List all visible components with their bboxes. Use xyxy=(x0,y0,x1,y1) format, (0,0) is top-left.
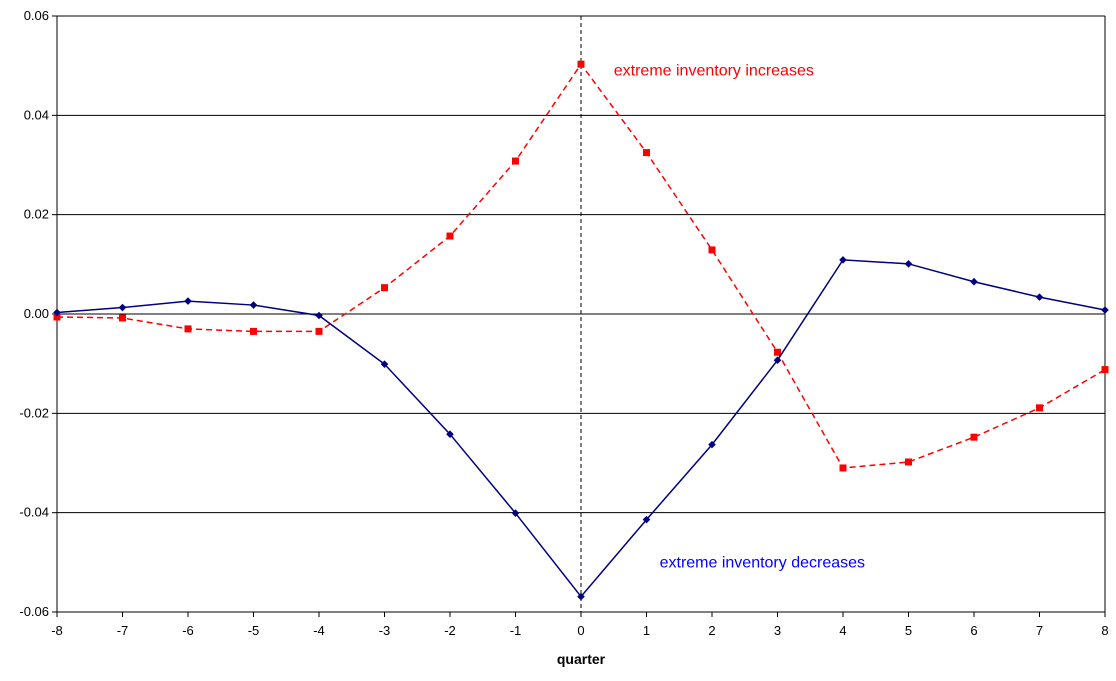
annotation-decreases: extreme inventory decreases xyxy=(660,554,865,571)
series-increases-point xyxy=(905,458,912,466)
series-increases-point xyxy=(774,348,781,356)
x-tick-label: -2 xyxy=(444,623,456,638)
x-tick-label: 6 xyxy=(970,623,977,638)
series-decreases-point xyxy=(511,509,520,517)
x-tick-label: -7 xyxy=(117,623,129,638)
x-tick-label: -6 xyxy=(182,623,194,638)
y-tick-label: -0.06 xyxy=(19,604,49,619)
x-tick-label: 2 xyxy=(708,623,715,638)
axes xyxy=(52,15,1106,617)
x-axis-title: quarter xyxy=(557,651,606,667)
series-increases-point xyxy=(53,313,61,321)
series-increases-point xyxy=(643,149,650,157)
x-tick-label: 8 xyxy=(1101,623,1108,638)
y-tick-label: 0.04 xyxy=(24,107,49,122)
annotation-increases: extreme inventory increases xyxy=(614,63,814,80)
series-increases-point xyxy=(1101,366,1109,374)
series-increases-point xyxy=(184,325,192,333)
y-tick-label: 0.00 xyxy=(24,306,49,321)
series-group xyxy=(53,60,1109,601)
y-tick-label: -0.04 xyxy=(19,505,49,520)
series-decreases-point xyxy=(1035,293,1044,301)
x-tick-label: 7 xyxy=(1036,623,1043,638)
y-tick-label: -0.02 xyxy=(19,405,49,420)
series-increases-point xyxy=(839,464,847,472)
series-decreases-point xyxy=(446,430,454,438)
y-tick-label: 0.02 xyxy=(24,207,49,222)
series-increases-point xyxy=(250,327,257,335)
series-decreases-point xyxy=(577,592,585,601)
series-decreases-point xyxy=(904,260,913,268)
series-increases-point xyxy=(381,284,388,292)
x-tick-label: -5 xyxy=(248,623,260,638)
series-increases-point xyxy=(446,232,454,240)
x-tick-label: 0 xyxy=(577,623,584,638)
series-decreases-point xyxy=(708,440,716,449)
tick-labels: -0.06 -0.04 -0.02 0.00 0.02 0.04 0.06 -8 -7 -6 -5 -… xyxy=(19,8,1108,638)
series-increases-point xyxy=(708,246,716,254)
series-decreases-point xyxy=(315,311,323,320)
x-tick-label: -4 xyxy=(313,623,325,638)
x-tick-label: 3 xyxy=(774,623,781,638)
series-increases-point xyxy=(577,60,585,68)
x-tick-label: -8 xyxy=(51,623,63,638)
x-tick-label: 1 xyxy=(643,623,650,638)
series-decreases-point xyxy=(184,297,192,305)
series-decreases-point xyxy=(249,301,258,309)
series-increases-point xyxy=(970,433,978,441)
series-decreases-point xyxy=(839,256,847,264)
series-decreases-point xyxy=(970,277,978,286)
series-increases-point xyxy=(119,314,126,322)
x-tick-label: 5 xyxy=(905,623,912,638)
series-increases-point xyxy=(512,157,519,165)
series-decreases-point xyxy=(380,360,389,368)
series-decreases-point xyxy=(1101,306,1109,314)
series-decreases-point xyxy=(118,303,127,312)
annotations: extreme inventory increases extreme inven… xyxy=(614,63,865,572)
x-tick-label: 4 xyxy=(839,623,846,638)
series-decreases-point xyxy=(642,515,651,524)
x-tick-label: -1 xyxy=(510,623,522,638)
y-tick-label: 0.06 xyxy=(24,8,49,23)
x-tick-label: -3 xyxy=(379,623,391,638)
series-decreases-point xyxy=(53,308,61,317)
series-increases-point xyxy=(315,327,323,335)
series-decreases-point xyxy=(773,356,782,364)
series-increases-point xyxy=(1036,404,1043,412)
